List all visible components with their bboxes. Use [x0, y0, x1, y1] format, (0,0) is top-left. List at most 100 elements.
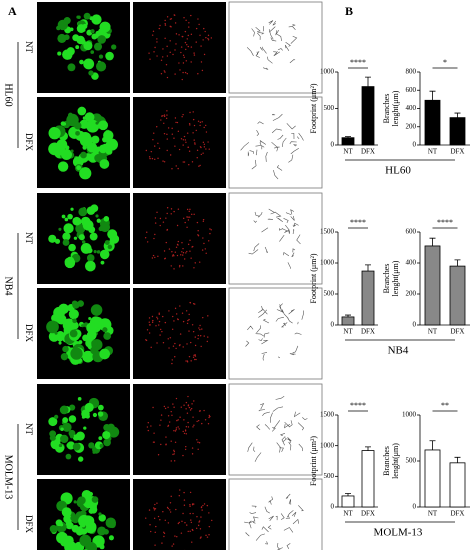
dot [181, 312, 184, 314]
blob [81, 240, 86, 244]
blob [89, 232, 98, 241]
blob [83, 58, 95, 70]
blob [96, 61, 107, 72]
dot [169, 18, 172, 20]
dot [165, 117, 168, 120]
blob [108, 426, 120, 438]
blob [70, 321, 79, 330]
dot [187, 219, 190, 221]
dot [210, 229, 212, 231]
blob [79, 521, 86, 528]
dot [170, 440, 172, 442]
blob [97, 411, 104, 417]
dot [181, 35, 184, 38]
dot [187, 421, 189, 424]
dot [169, 337, 172, 339]
blob [60, 434, 69, 444]
dot [190, 257, 192, 259]
dot [190, 14, 192, 17]
dot [177, 419, 179, 421]
dot [204, 419, 207, 421]
dot [162, 221, 165, 223]
blob [84, 402, 94, 412]
dot [156, 126, 158, 128]
blob [70, 207, 74, 211]
blob [99, 159, 110, 169]
dot [170, 26, 172, 28]
dot [172, 543, 175, 545]
blob [103, 216, 110, 222]
dot [182, 512, 184, 515]
skeleton [245, 303, 304, 361]
dot [191, 447, 194, 449]
bar [424, 99, 441, 146]
blob [76, 15, 80, 19]
y-tick-label: 400 [406, 104, 417, 112]
dot [199, 121, 202, 124]
dot [149, 524, 151, 526]
dot [173, 450, 176, 453]
dot [169, 511, 172, 513]
blob [92, 450, 96, 454]
dot [182, 217, 185, 220]
blob [48, 417, 58, 427]
blob [65, 495, 70, 501]
dot [184, 71, 187, 74]
dot [153, 432, 155, 434]
blob [82, 350, 94, 363]
blob [102, 327, 108, 333]
dot [174, 441, 177, 443]
dot [147, 429, 150, 432]
dot [207, 240, 210, 242]
dot [160, 59, 163, 61]
dot [182, 346, 184, 348]
dot [186, 216, 188, 218]
dot [167, 338, 169, 340]
dot [186, 132, 189, 134]
dot [183, 491, 185, 494]
blob [88, 317, 92, 321]
y-tick-label: 400 [406, 259, 417, 267]
dot [198, 23, 200, 26]
dot [181, 251, 183, 253]
dot [149, 157, 151, 160]
dot [176, 254, 179, 257]
dot [203, 242, 205, 245]
dot [201, 328, 203, 330]
dot [189, 505, 191, 508]
blob [91, 14, 102, 25]
dot [156, 342, 158, 344]
blob [93, 250, 97, 254]
blob [68, 243, 76, 252]
error-bar [345, 136, 351, 138]
dot [175, 347, 177, 350]
dot [193, 400, 195, 402]
dot [199, 328, 201, 331]
blob [49, 434, 56, 441]
dot [202, 237, 204, 239]
y-axis-label: lenght(μm) [391, 90, 400, 126]
dot [205, 36, 207, 39]
dot [177, 240, 180, 243]
skeleton [248, 208, 301, 269]
dot [208, 534, 210, 536]
dot [201, 249, 204, 251]
dot [199, 164, 201, 167]
dot [193, 267, 195, 269]
blob [97, 526, 107, 536]
dot [166, 133, 168, 136]
dot [198, 521, 200, 523]
dot [187, 146, 189, 149]
x-tick-label: NT [428, 148, 438, 156]
bar [361, 86, 375, 146]
skeleton-panel [228, 478, 323, 550]
blob [57, 33, 67, 43]
green-signal [48, 397, 120, 462]
dot [152, 319, 154, 322]
dot [197, 448, 199, 450]
dot [190, 33, 193, 36]
dot [197, 120, 200, 122]
error-bar [454, 112, 461, 118]
dot [173, 320, 175, 322]
dot [173, 268, 175, 270]
